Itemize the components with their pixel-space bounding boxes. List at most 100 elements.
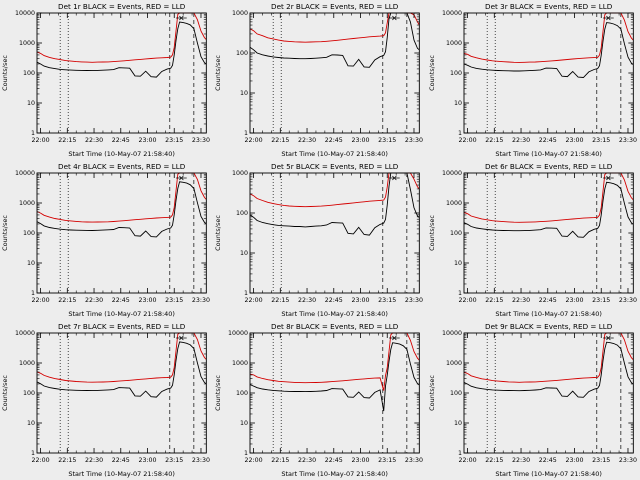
chart-text: 22:15 [58, 297, 76, 304]
chart-text: 23:15 [592, 297, 610, 304]
events-curve [250, 342, 420, 412]
chart-text: 10000 [442, 10, 462, 17]
chart-text: Det 2r BLACK = Events, RED = LLD [271, 2, 399, 11]
chart-text: Counts/sec [214, 55, 222, 91]
saturation-marker-x [392, 15, 397, 21]
chart-text: Start Time (10-May-07 21:58:40) [495, 150, 602, 158]
chart-text: 10000 [15, 170, 35, 177]
chart-text: Counts/sec [428, 55, 436, 91]
chart-text: 10 [240, 90, 248, 97]
chart-text: 1000 [19, 200, 35, 207]
chart-text: Counts/sec [1, 215, 9, 251]
chart-text: 22:45 [538, 297, 556, 304]
lld-curve [463, 172, 634, 223]
chart-text: 1000 [232, 10, 248, 17]
chart-text: 23:15 [592, 137, 610, 144]
chart-text: 10 [27, 100, 35, 107]
chart-text: 23:15 [165, 137, 183, 144]
chart-text: 10 [240, 420, 248, 427]
chart-text: 10 [454, 100, 462, 107]
panel-det-5r: 1 10 100 1000 22:00 22:15 22:30 22:45 23:00 23:15… [213, 160, 426, 320]
chart-text: 22:15 [272, 137, 290, 144]
chart-text: 22:15 [58, 457, 76, 464]
chart-text: 1 [458, 450, 462, 457]
chart-text: 1000 [232, 170, 248, 177]
chart-text: 1000 [19, 40, 35, 47]
chart-text: 100 [450, 230, 462, 237]
chart-text: 22:15 [58, 137, 76, 144]
chart-text: 23:30 [192, 137, 210, 144]
events-curve [463, 341, 634, 398]
chart-text: 22:45 [538, 137, 556, 144]
chart-text: 22:00 [458, 297, 476, 304]
chart-text: Det 8r BLACK = Events, RED = LLD [271, 322, 399, 331]
chart-text: 23:30 [405, 137, 423, 144]
chart-text: 1 [458, 290, 462, 297]
events-curve [463, 181, 634, 238]
chart-text: 1000 [232, 360, 248, 367]
det-8r-chart: 1 10 100 1000 10000 22:00 22:15 22:30 22:45 23:00… [214, 322, 423, 478]
chart-text: 23:30 [192, 297, 210, 304]
plot-box [36, 172, 207, 294]
chart-text: 100 [450, 390, 462, 397]
chart-text: 23:15 [379, 137, 397, 144]
chart-text: 1 [244, 130, 248, 137]
chart-text: Counts/sec [214, 375, 222, 411]
chart-text: 100 [23, 230, 35, 237]
chart-text: 23:30 [619, 137, 637, 144]
chart-text: 10 [454, 420, 462, 427]
chart-text: Start Time (10-May-07 21:58:40) [68, 150, 175, 158]
chart-text: 1 [458, 130, 462, 137]
saturation-marker-x [392, 335, 397, 341]
chart-text: 23:00 [565, 297, 583, 304]
chart-text: Det 6r BLACK = Events, RED = LLD [485, 162, 613, 171]
det-4r-chart: 1 10 100 1000 10000 22:00 22:15 22:30 22:45 23:00… [1, 162, 210, 318]
chart-text: Det 5r BLACK = Events, RED = LLD [271, 162, 399, 171]
chart-text: 10000 [442, 170, 462, 177]
chart-text: 22:30 [512, 137, 530, 144]
chart-text: 10000 [228, 330, 248, 337]
lld-curve [463, 332, 634, 383]
chart-text: 23:30 [405, 457, 423, 464]
chart-text: 22:30 [85, 137, 103, 144]
chart-text: 22:30 [298, 457, 316, 464]
chart-text: 100 [23, 70, 35, 77]
saturation-marker-x [179, 335, 184, 341]
chart-text: 1000 [446, 200, 462, 207]
chart-text: 23:00 [138, 297, 156, 304]
saturation-marker-x [605, 335, 611, 341]
chart-text: 10000 [15, 10, 35, 17]
chart-text: Start Time (10-May-07 21:58:40) [68, 470, 175, 478]
saturation-marker-x [605, 175, 611, 181]
chart-text: Counts/sec [1, 55, 9, 91]
chart-text: 1 [31, 130, 35, 137]
chart-text: 23:15 [379, 457, 397, 464]
chart-text: 22:45 [538, 457, 556, 464]
chart-text: 1 [31, 450, 35, 457]
chart-text: 22:00 [32, 137, 50, 144]
plot-box [249, 172, 421, 294]
det-6r-chart: 1 10 100 1000 10000 22:00 22:15 22:30 22:45 23:00… [428, 162, 637, 318]
panel-det-7r: 1 10 100 1000 10000 22:00 22:15 22:30 22:45 23:00… [0, 320, 213, 480]
chart-text: 100 [450, 70, 462, 77]
plot-box [463, 12, 634, 134]
chart-text: 22:45 [325, 457, 343, 464]
chart-text: 22:30 [512, 457, 530, 464]
chart-text: 22:45 [112, 137, 130, 144]
panel-det-4r: 1 10 100 1000 10000 22:00 22:15 22:30 22:45 23:00… [0, 160, 213, 320]
lld-curve [36, 12, 207, 63]
chart-text: 1000 [446, 360, 462, 367]
plot-box [249, 332, 421, 454]
chart-text: Counts/sec [1, 375, 9, 411]
chart-text: 23:00 [565, 137, 583, 144]
chart-text: Det 7r BLACK = Events, RED = LLD [58, 322, 186, 331]
events-curve [36, 21, 207, 78]
chart-text: Counts/sec [214, 215, 222, 251]
plot-box [36, 332, 207, 454]
det-9r-chart: 1 10 100 1000 10000 22:00 22:15 22:30 22:45 23:00… [428, 322, 637, 478]
saturation-marker-x [179, 175, 184, 181]
chart-text: 10000 [15, 330, 35, 337]
det-5r-chart: 1 10 100 1000 22:00 22:15 22:30 22:45 23:00 23:15… [214, 162, 423, 318]
chart-text: 22:45 [325, 137, 343, 144]
lld-curve [36, 332, 207, 383]
